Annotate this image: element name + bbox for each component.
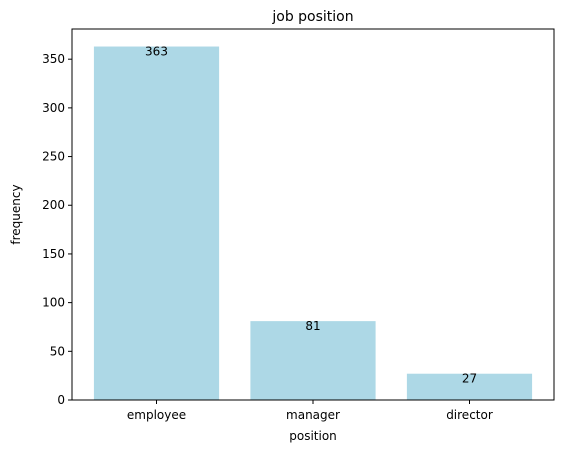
y-axis-ticks: 0 50 100 150 200 250 300 350: [42, 52, 72, 407]
data-label-employee: 363: [145, 45, 168, 59]
y-tick-label-200: 200: [42, 198, 65, 212]
y-tick-label-150: 150: [42, 247, 65, 261]
y-tick-label-100: 100: [42, 296, 65, 310]
y-tick-label-0: 0: [57, 393, 65, 407]
y-axis-label: frequency: [9, 184, 23, 244]
x-tick-label-manager: manager: [286, 408, 340, 422]
data-label-director: 27: [462, 372, 477, 386]
x-axis-ticks: employee manager director: [127, 400, 493, 422]
y-tick-label-300: 300: [42, 101, 65, 115]
x-tick-label-director: director: [446, 408, 493, 422]
data-label-manager: 81: [305, 319, 320, 333]
bar-employee: [94, 47, 219, 400]
y-tick-label-350: 350: [42, 52, 65, 66]
x-axis-label: position: [289, 429, 337, 443]
x-tick-label-employee: employee: [127, 408, 186, 422]
y-tick-label-250: 250: [42, 150, 65, 164]
y-tick-label-50: 50: [50, 344, 65, 358]
chart-title: job position: [271, 9, 353, 25]
bars-group: [94, 47, 532, 400]
